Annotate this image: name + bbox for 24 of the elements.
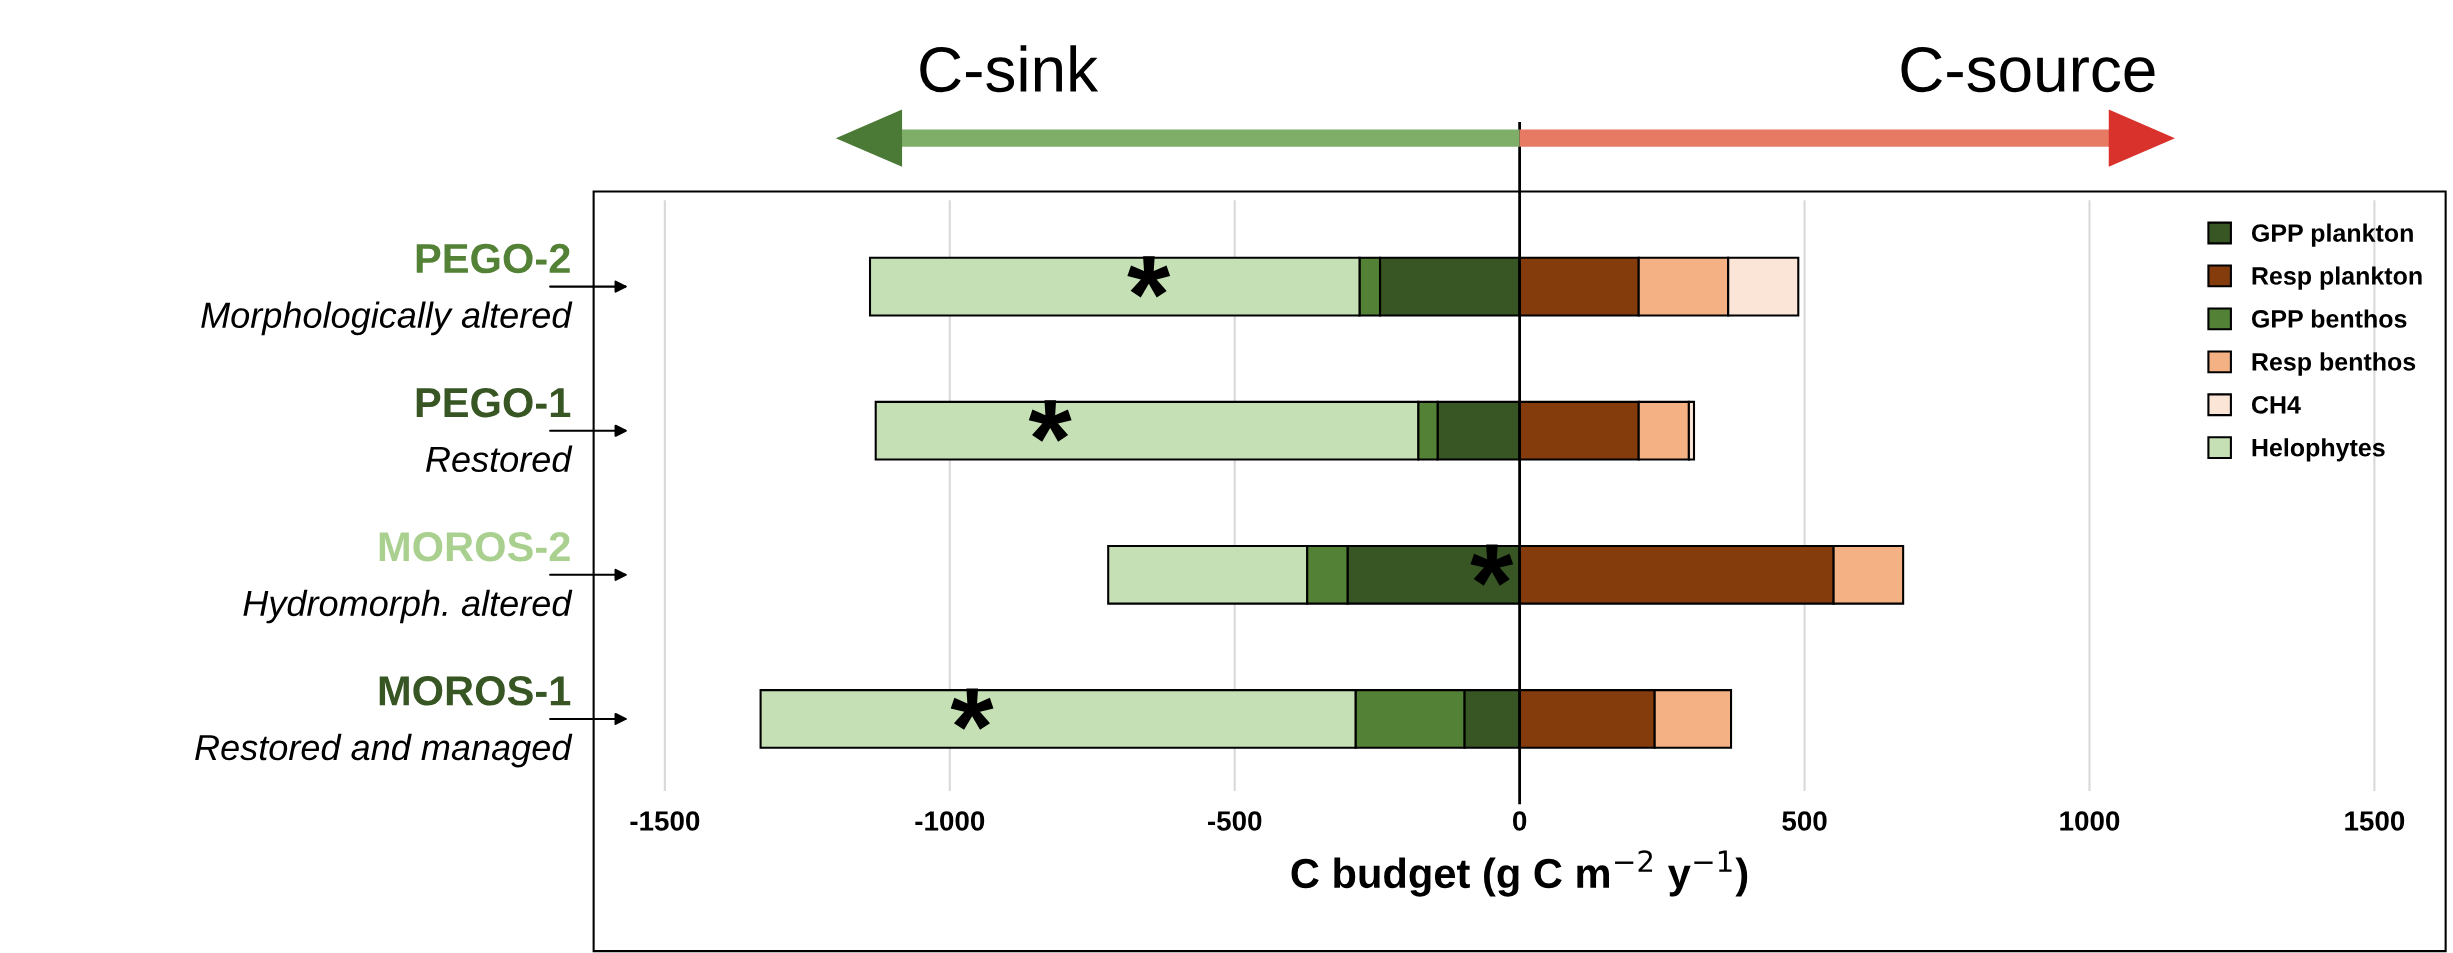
- y-tick-label: PEGO-1 Restored: [416, 387, 573, 473]
- x-tick-label: 1500: [2345, 811, 2405, 831]
- y-tick-label: PEGO-2 Morphologically altered: [201, 243, 573, 336]
- legend-label: Resp plankton: [2252, 266, 2422, 290]
- legend-label: GPP benthos: [2251, 309, 2407, 328]
- x-tick-label: -500: [1208, 811, 1262, 831]
- text: C-sink: [920, 45, 1099, 93]
- x-tick-label: 0: [1513, 811, 1527, 831]
- annotation: *: [1470, 544, 1514, 586]
- legend-label: Helophytes: [2252, 438, 2385, 462]
- legend-label: CH4: [2251, 395, 2301, 414]
- x-tick-label: -1500: [630, 811, 700, 831]
- annotation: *: [1028, 400, 1072, 442]
- annotation: *: [950, 688, 994, 730]
- x-tick-label: 1000: [2060, 811, 2120, 831]
- x-tick-label: 500: [1782, 811, 1827, 831]
- legend-label: GPP plankton: [2251, 223, 2413, 247]
- text: C-source: [1901, 46, 2155, 93]
- x-tick-label: -1000: [915, 811, 985, 831]
- legend-label: Resp benthos: [2252, 352, 2416, 376]
- x-axis-title: C budget (g C m$^{−2}$ y$^{−1}$): [1291, 850, 1748, 897]
- y-tick-label: MOROS-1 Restored and managed: [195, 676, 573, 768]
- y-tick-label: MOROS-2 Hydromorph. altered: [243, 532, 573, 624]
- annotation: *: [1127, 256, 1171, 298]
